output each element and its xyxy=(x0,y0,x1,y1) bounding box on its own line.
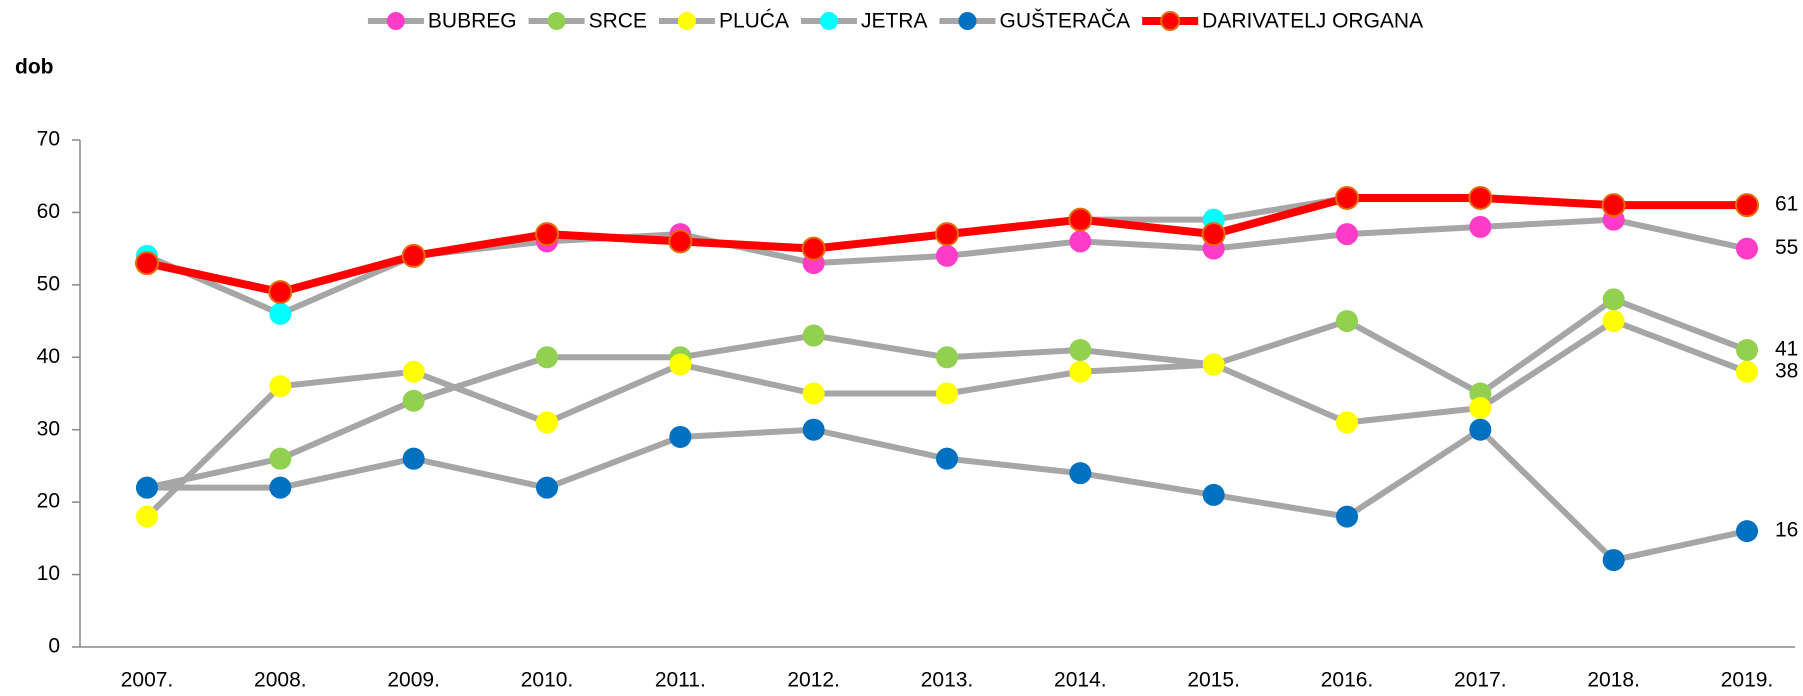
point xyxy=(536,476,558,499)
point xyxy=(1069,230,1092,253)
point xyxy=(1069,360,1092,383)
y-tick-label: 20 xyxy=(37,490,60,513)
point xyxy=(668,229,693,254)
y-tick-label: 50 xyxy=(37,272,60,295)
point xyxy=(268,280,293,305)
point xyxy=(936,382,958,405)
point xyxy=(1736,237,1758,260)
x-tick-label: 2010. xyxy=(521,669,574,692)
point xyxy=(135,251,159,276)
x-tick-label: 2018. xyxy=(1587,669,1640,692)
data-label: 55 xyxy=(1775,236,1798,259)
point xyxy=(1602,549,1625,572)
point xyxy=(1069,462,1092,485)
legend-marker xyxy=(958,12,977,30)
point xyxy=(801,236,826,261)
point xyxy=(269,375,292,398)
x-tick-label: 2011. xyxy=(655,669,706,692)
point xyxy=(136,505,158,528)
point xyxy=(936,244,958,267)
point xyxy=(1202,483,1225,506)
point xyxy=(669,353,692,376)
x-tick-label: 2007. xyxy=(121,669,174,692)
legend-marker xyxy=(677,12,696,30)
x-tick-label: 2015. xyxy=(1187,669,1240,692)
y-tick-label: 60 xyxy=(37,200,60,223)
legend-label: JETRA xyxy=(861,10,928,33)
y-tick-label: 0 xyxy=(48,635,60,658)
point xyxy=(1336,223,1358,246)
y-axis-label: dob xyxy=(15,56,53,79)
point xyxy=(1201,222,1226,247)
data-label: 38 xyxy=(1775,359,1798,382)
x-tick-label: 2019. xyxy=(1721,669,1774,692)
legend-label: SRCE xyxy=(589,10,647,33)
point xyxy=(536,346,558,369)
point xyxy=(802,418,825,441)
legend-label: GUŠTERAČA xyxy=(999,10,1130,33)
point xyxy=(1736,339,1758,362)
point xyxy=(935,222,959,247)
point xyxy=(1469,396,1492,419)
data-label: 61 xyxy=(1775,193,1798,216)
point xyxy=(269,447,292,470)
point xyxy=(1202,353,1225,376)
point xyxy=(269,476,292,499)
legend-marker xyxy=(1160,11,1181,31)
x-tick-label: 2012. xyxy=(787,669,840,692)
point xyxy=(1469,418,1492,441)
point xyxy=(1336,411,1358,434)
point xyxy=(536,411,558,434)
point xyxy=(402,447,425,470)
x-tick-label: 2017. xyxy=(1454,669,1507,692)
point xyxy=(402,389,425,412)
point xyxy=(269,302,292,325)
x-tick-label: 2014. xyxy=(1054,669,1107,692)
point xyxy=(1335,185,1359,210)
data-label: 16 xyxy=(1775,519,1798,542)
point xyxy=(802,324,825,347)
data-label: 41 xyxy=(1775,338,1798,361)
x-tick-label: 2013. xyxy=(921,669,974,692)
y-tick-label: 10 xyxy=(37,562,60,585)
point xyxy=(1336,310,1358,333)
point xyxy=(1735,193,1759,218)
legend-label: PLUĆA xyxy=(719,10,789,33)
point xyxy=(936,447,958,470)
point xyxy=(1468,185,1493,210)
point xyxy=(1336,505,1358,528)
point xyxy=(1736,360,1758,383)
legend-marker xyxy=(819,12,838,30)
point xyxy=(1602,310,1625,333)
point xyxy=(1602,288,1625,311)
point xyxy=(936,346,958,369)
x-tick-label: 2016. xyxy=(1321,669,1374,692)
point xyxy=(1601,193,1626,218)
point xyxy=(1469,215,1492,238)
y-tick-label: 30 xyxy=(37,417,60,440)
y-tick-label: 70 xyxy=(37,128,60,151)
point xyxy=(401,243,426,268)
legend-label: BUBREG xyxy=(428,10,517,33)
y-tick-label: 40 xyxy=(37,345,60,368)
point xyxy=(402,360,425,383)
legend-marker xyxy=(547,12,566,30)
point xyxy=(1069,339,1092,362)
legend-label: DARIVATELJ ORGANA xyxy=(1202,10,1423,33)
legend-marker xyxy=(386,12,405,30)
x-tick-label: 2009. xyxy=(387,669,440,692)
x-tick-label: 2008. xyxy=(254,669,307,692)
point xyxy=(669,425,692,448)
point xyxy=(802,382,825,405)
point xyxy=(535,222,559,247)
point xyxy=(1068,207,1093,232)
point xyxy=(136,476,158,499)
point xyxy=(1736,520,1758,543)
